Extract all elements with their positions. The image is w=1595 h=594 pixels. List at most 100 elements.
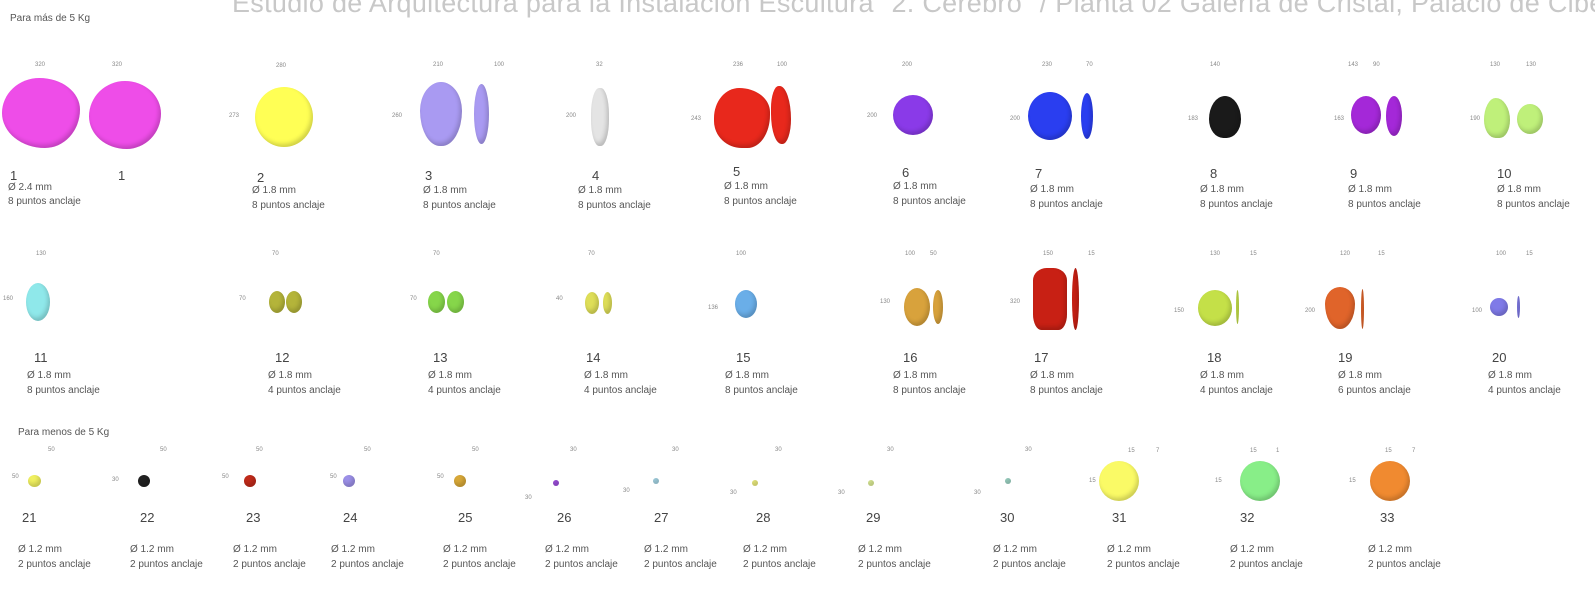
blob-front-view <box>553 480 559 486</box>
dimension-label: 100 <box>777 62 788 68</box>
dimension-label: 200 <box>1305 308 1316 314</box>
blob-side-view <box>1517 104 1543 134</box>
item-number: 2 <box>257 170 265 185</box>
dimension-label: 50 <box>364 447 371 453</box>
blob-side-view <box>286 291 302 313</box>
dimension-label: 320 <box>35 62 46 68</box>
item-anchor-points: 8 puntos anclaje <box>252 200 325 211</box>
dimension-label: 210 <box>433 62 444 68</box>
blob-front-view <box>1370 461 1410 501</box>
item-number: 16 <box>903 350 918 365</box>
blob-side-view <box>1517 296 1520 318</box>
item-anchor-points: 8 puntos anclaje <box>724 196 797 207</box>
dimension-label: 50 <box>330 474 337 480</box>
blob-front-view <box>904 288 930 326</box>
blob-side-view <box>603 292 612 314</box>
dimension-label: 30 <box>672 447 679 453</box>
blob-front-view <box>1209 96 1241 138</box>
dimension-label: 320 <box>112 62 123 68</box>
blob-front-view <box>420 82 462 146</box>
item-anchor-points: 4 puntos anclaje <box>584 385 657 396</box>
blob-front-view <box>1033 268 1067 330</box>
item-anchor-points: 8 puntos anclaje <box>725 385 798 396</box>
item-number: 31 <box>1112 510 1127 525</box>
dimension-label: 70 <box>410 296 417 302</box>
blob-side-view <box>1081 93 1093 139</box>
item-anchor-points: 2 puntos anclaje <box>545 559 618 570</box>
item-diameter: Ø 1.2 mm <box>130 544 174 555</box>
dimension-label: 50 <box>12 474 19 480</box>
dimension-label: 150 <box>1043 251 1054 257</box>
item-anchor-points: 2 puntos anclaje <box>331 559 404 570</box>
item-diameter: Ø 1.2 mm <box>644 544 688 555</box>
dimension-label: 90 <box>1373 62 1380 68</box>
dimension-label: 70 <box>588 251 595 257</box>
item-diameter: Ø 1.8 mm <box>724 181 768 192</box>
item-diameter: Ø 1.8 mm <box>893 370 937 381</box>
item-anchor-points: 8 puntos anclaje <box>1030 385 1103 396</box>
blob-front-view <box>1484 98 1510 138</box>
blob-front-view <box>591 88 609 146</box>
dimension-label: 280 <box>276 63 287 69</box>
item-anchor-points: 2 puntos anclaje <box>993 559 1066 570</box>
dimension-label: 30 <box>730 490 737 496</box>
dimension-label: 32 <box>596 62 603 68</box>
blob-front-view <box>1490 298 1508 316</box>
item-number: 10 <box>1497 166 1512 181</box>
dimension-label: 243 <box>691 116 702 122</box>
section-label-light: Para menos de 5 Kg <box>18 427 110 438</box>
item-number: 30 <box>1000 510 1015 525</box>
dimension-label: 15 <box>1250 251 1257 257</box>
blob-front-view <box>244 475 256 487</box>
item-diameter: Ø 1.2 mm <box>233 544 277 555</box>
blob-front-view <box>1099 461 1139 501</box>
dimension-label: 70 <box>272 251 279 257</box>
dimension-label: 100 <box>736 251 747 257</box>
item-anchor-points: 2 puntos anclaje <box>1368 559 1441 570</box>
item-number: 28 <box>756 510 771 525</box>
item-anchor-points: 2 puntos anclaje <box>18 559 91 570</box>
item-number: 5 <box>733 164 741 179</box>
item-diameter: Ø 1.8 mm <box>1338 370 1382 381</box>
item-number: 14 <box>586 350 601 365</box>
item-diameter: Ø 1.8 mm <box>423 185 467 196</box>
dimension-label: 7 <box>1156 448 1160 454</box>
dimension-label: 260 <box>392 113 403 119</box>
item-number: 15 <box>736 350 751 365</box>
dimension-label: 200 <box>1010 116 1021 122</box>
blob-front-view <box>735 290 757 318</box>
item-anchor-points: 8 puntos anclaje <box>893 385 966 396</box>
dimension-label: 140 <box>1210 62 1221 68</box>
dimension-label: 15 <box>1215 478 1222 484</box>
item-diameter: Ø 1.8 mm <box>1497 184 1541 195</box>
dimension-label: 200 <box>867 113 878 119</box>
blob-front-view <box>1325 287 1355 329</box>
item-anchor-points: 4 puntos anclaje <box>1200 385 1273 396</box>
item-diameter: Ø 1.8 mm <box>584 370 628 381</box>
blob-front-view <box>714 88 770 148</box>
blob-front-view <box>1351 96 1381 134</box>
dimension-label: 120 <box>1340 251 1351 257</box>
item-anchor-points: 6 puntos anclaje <box>1338 385 1411 396</box>
item-diameter: Ø 1.8 mm <box>252 185 296 196</box>
item-diameter: Ø 1.8 mm <box>1200 184 1244 195</box>
dimension-label: 183 <box>1188 116 1199 122</box>
item-diameter: Ø 1.8 mm <box>268 370 312 381</box>
dimension-label: 15 <box>1250 448 1257 454</box>
blob-front-view <box>1005 478 1011 484</box>
blob-front-view <box>1198 290 1232 326</box>
item-diameter: Ø 1.2 mm <box>443 544 487 555</box>
item-anchor-points: 8 puntos anclaje <box>8 196 81 207</box>
blob-front-view <box>255 87 313 147</box>
item-diameter: Ø 1.2 mm <box>1368 544 1412 555</box>
item-number: 18 <box>1207 350 1222 365</box>
dimension-label: 130 <box>1210 251 1221 257</box>
item-number: 17 <box>1034 350 1049 365</box>
item-diameter: Ø 1.8 mm <box>893 181 937 192</box>
item-diameter: Ø 1.2 mm <box>545 544 589 555</box>
item-anchor-points: 4 puntos anclaje <box>268 385 341 396</box>
dimension-label: 50 <box>472 447 479 453</box>
dimension-label: 273 <box>229 113 240 119</box>
dimension-label: 130 <box>1526 62 1537 68</box>
dimension-label: 15 <box>1089 478 1096 484</box>
